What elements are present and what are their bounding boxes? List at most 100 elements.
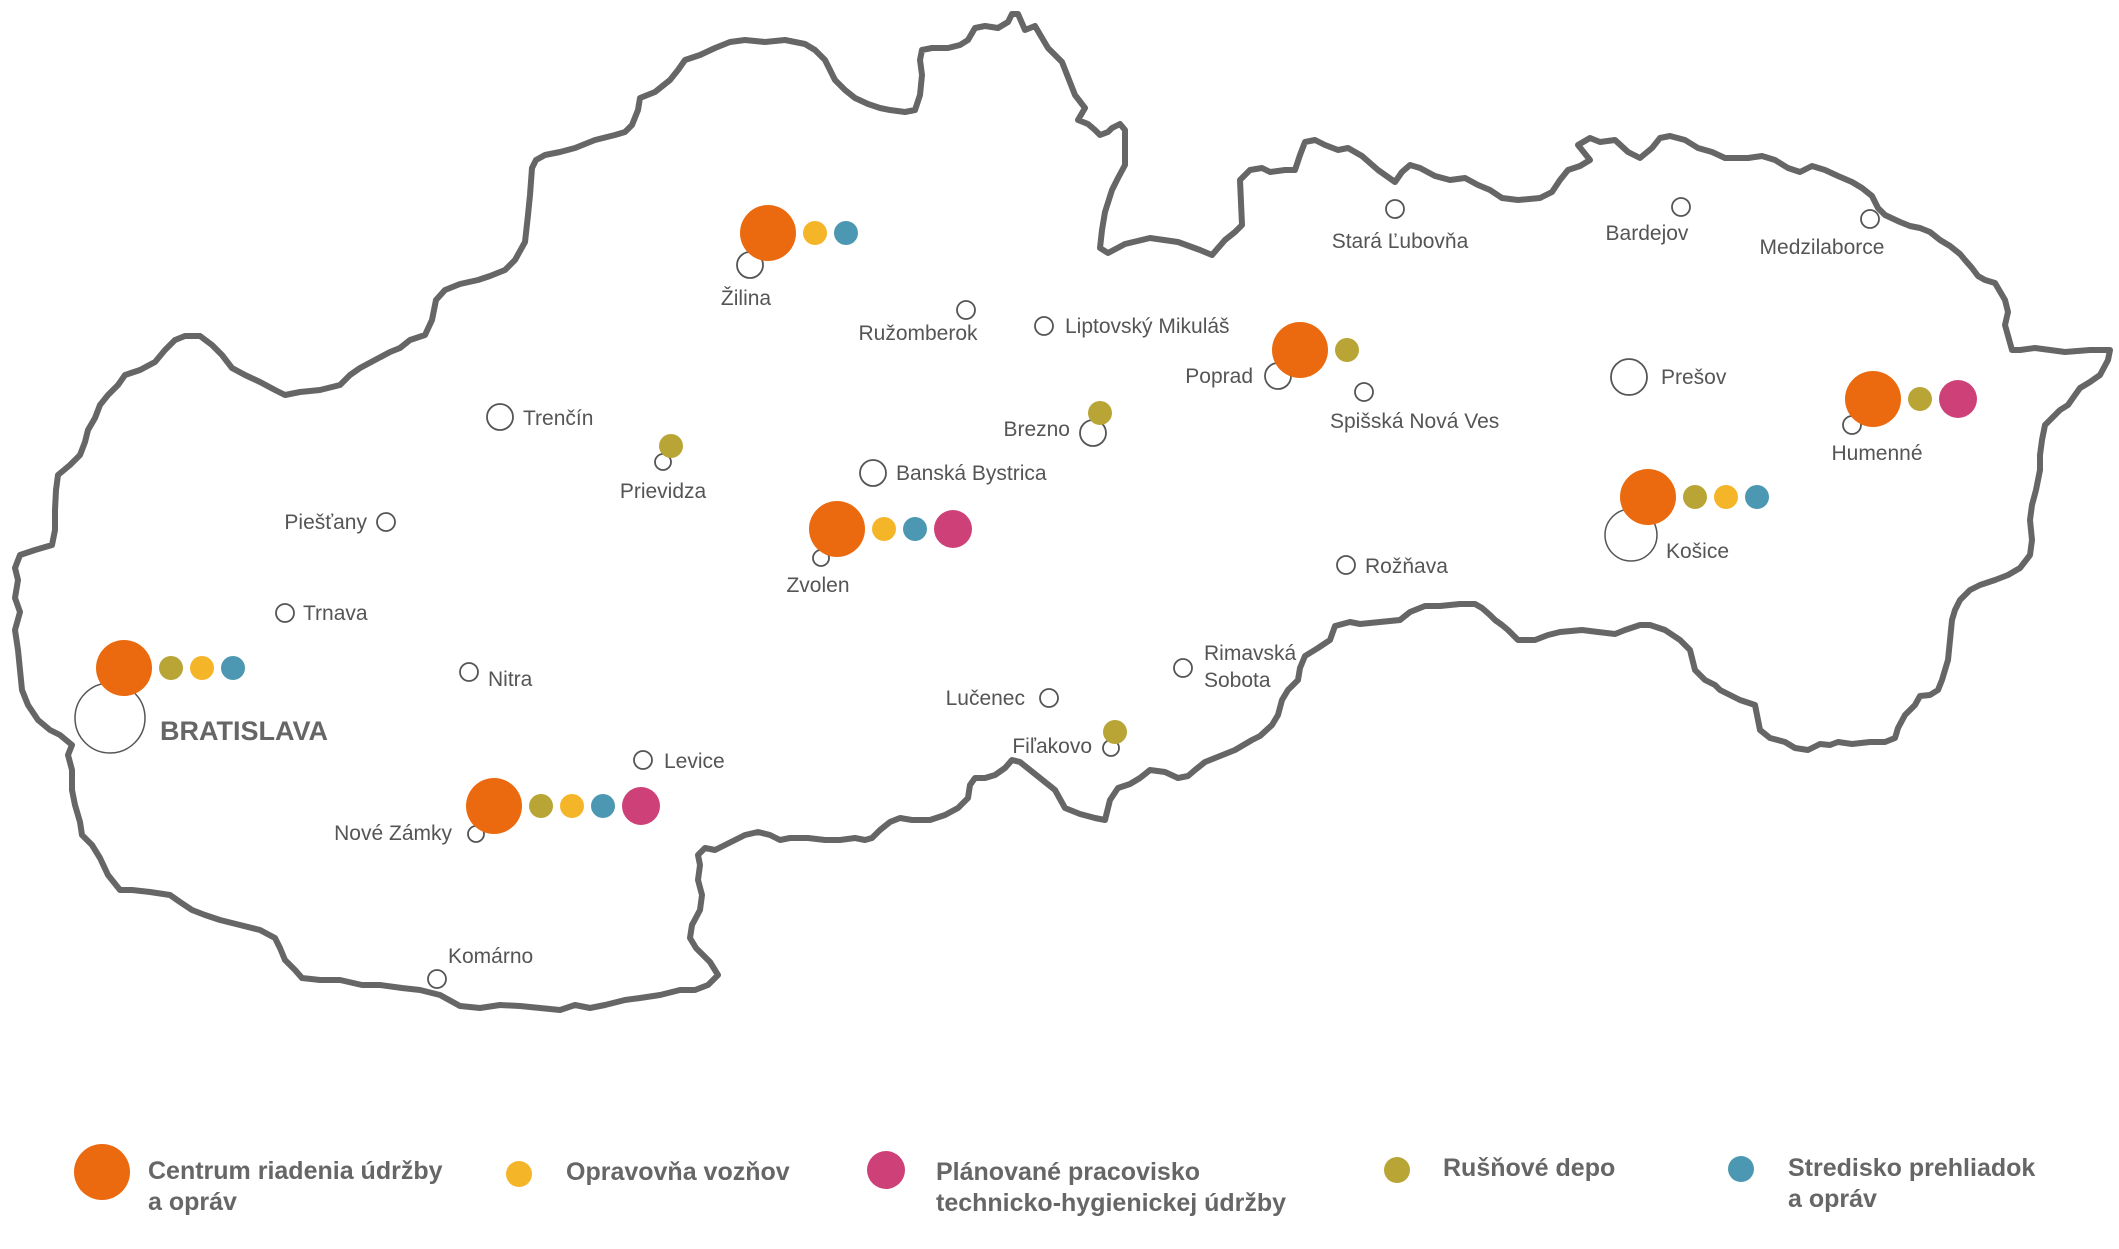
city-bardejov: Bardejov (1606, 197, 1691, 245)
legend-swatch (74, 1144, 130, 1200)
facility-rusnove (1908, 387, 1932, 411)
facility-opravovna (872, 517, 896, 541)
facility-centrum (466, 778, 522, 834)
city-zvolen: Zvolen (786, 501, 972, 597)
city-trencin: Trenčín (486, 403, 593, 431)
city-label: Poprad (1185, 365, 1253, 388)
city-label: Rožňava (1365, 555, 1448, 578)
city-label: Humenné (1831, 442, 1922, 465)
city-label: BRATISLAVA (160, 716, 328, 746)
city-liptovsky-mikulas: Liptovský Mikuláš (1034, 315, 1230, 338)
city-komarno: Komárno (427, 945, 533, 989)
city-marker (1336, 555, 1356, 575)
city-brezno: Brezno (1003, 401, 1112, 447)
city-lucenec: Lučenec (946, 687, 1059, 710)
legend-label: Stredisko prehliadok (1788, 1154, 2035, 1182)
legend-label: a opráv (148, 1188, 237, 1216)
city-zilina: Žilina (721, 205, 858, 310)
facility-rusnove (1335, 338, 1359, 362)
legend-label: a opráv (1788, 1185, 1877, 1213)
facility-rusnove (1683, 485, 1707, 509)
city-filakovo: Fiľakovo (1012, 720, 1127, 758)
city-label: Zvolen (786, 574, 849, 597)
city-label: Rimavská (1204, 642, 1297, 665)
city-label: Fiľakovo (1012, 735, 1092, 758)
facility-opravovna (560, 794, 584, 818)
legend-label: technicko-hygienickej údržby (936, 1189, 1286, 1217)
facility-stredisko (221, 656, 245, 680)
facility-opravovna (190, 656, 214, 680)
city-marker (1610, 358, 1648, 396)
legend-swatch (867, 1151, 905, 1189)
city-label: Komárno (448, 945, 533, 968)
city-marker (486, 403, 514, 431)
legend-item-rusnove: Rušňové depo (1384, 1154, 1615, 1183)
city-label: Sobota (1204, 669, 1271, 692)
legend-item-stredisko: Stredisko prehliadok a opráv (1728, 1154, 2035, 1213)
city-poprad: Poprad (1185, 322, 1359, 390)
facility-planovane (934, 510, 972, 548)
city-label: Banská Bystrica (896, 462, 1047, 485)
facility-rusnove (1088, 401, 1112, 425)
city-kosice: Košice (1604, 469, 1769, 563)
city-prievidza: Prievidza (620, 434, 707, 503)
city-marker (859, 459, 887, 487)
legend-label: Plánované pracovisko (936, 1158, 1200, 1186)
facility-centrum (1620, 469, 1676, 525)
facility-opravovna (1714, 485, 1738, 509)
city-rimavska-sobota: Rimavská Sobota (1173, 642, 1297, 692)
city-marker (1354, 382, 1374, 402)
city-label: Levice (664, 750, 725, 773)
city-levice: Levice (633, 750, 725, 773)
city-label: Spišská Nová Ves (1330, 410, 1499, 433)
legend-label: Centrum riadenia údržby (148, 1157, 443, 1185)
city-label: Lučenec (946, 687, 1025, 710)
city-bratislava: BRATISLAVA (74, 640, 328, 754)
city-nove-zamky: Nové Zámky (334, 778, 660, 845)
city-marker (427, 969, 447, 989)
city-roznava: Rožňava (1336, 555, 1448, 578)
city-marker (1860, 209, 1880, 229)
facility-stredisko (834, 221, 858, 245)
legend-item-planovane: Plánované pracovisko technicko-hygienicke… (867, 1151, 1286, 1217)
city-label: Brezno (1003, 418, 1070, 441)
city-label: Ružomberok (858, 322, 978, 345)
legend-label: Rušňové depo (1443, 1154, 1615, 1182)
legend-swatch (1384, 1157, 1410, 1183)
facility-centrum (1272, 322, 1328, 378)
city-marker (1173, 658, 1193, 678)
facility-opravovna (803, 221, 827, 245)
city-piestany: Piešťany (284, 511, 396, 534)
facility-stredisko (1745, 485, 1769, 509)
facility-stredisko (903, 517, 927, 541)
city-marker (275, 603, 295, 623)
facility-planovane (622, 787, 660, 825)
city-label: Nitra (488, 668, 533, 691)
city-label: Prešov (1661, 366, 1727, 389)
legend-label: Opravovňa vozňov (566, 1158, 790, 1186)
facility-rusnove (529, 794, 553, 818)
city-label: Medzilaborce (1760, 236, 1885, 259)
facility-centrum (96, 640, 152, 696)
city-marker (1385, 199, 1405, 219)
city-stara-lubovna: Stará Ľubovňa (1332, 199, 1469, 253)
legend-item-centrum: Centrum riadenia údržby a opráv (74, 1144, 443, 1216)
city-marker (956, 300, 976, 320)
city-marker (633, 750, 653, 770)
city-label: Žilina (721, 287, 772, 310)
city-marker (1671, 197, 1691, 217)
city-humenne: Humenné (1831, 371, 1977, 465)
facility-stredisko (591, 794, 615, 818)
facility-rusnove (1103, 720, 1127, 744)
city-banska-bystrica: Banská Bystrica (859, 459, 1047, 487)
country-border (12, 11, 2113, 1013)
city-label: Košice (1666, 540, 1729, 563)
city-marker (1034, 316, 1054, 336)
city-marker (376, 512, 396, 532)
city-presov: Prešov (1610, 358, 1727, 396)
city-nitra: Nitra (459, 662, 533, 691)
city-label: Prievidza (620, 480, 707, 503)
facility-centrum (809, 501, 865, 557)
facility-centrum (740, 205, 796, 261)
